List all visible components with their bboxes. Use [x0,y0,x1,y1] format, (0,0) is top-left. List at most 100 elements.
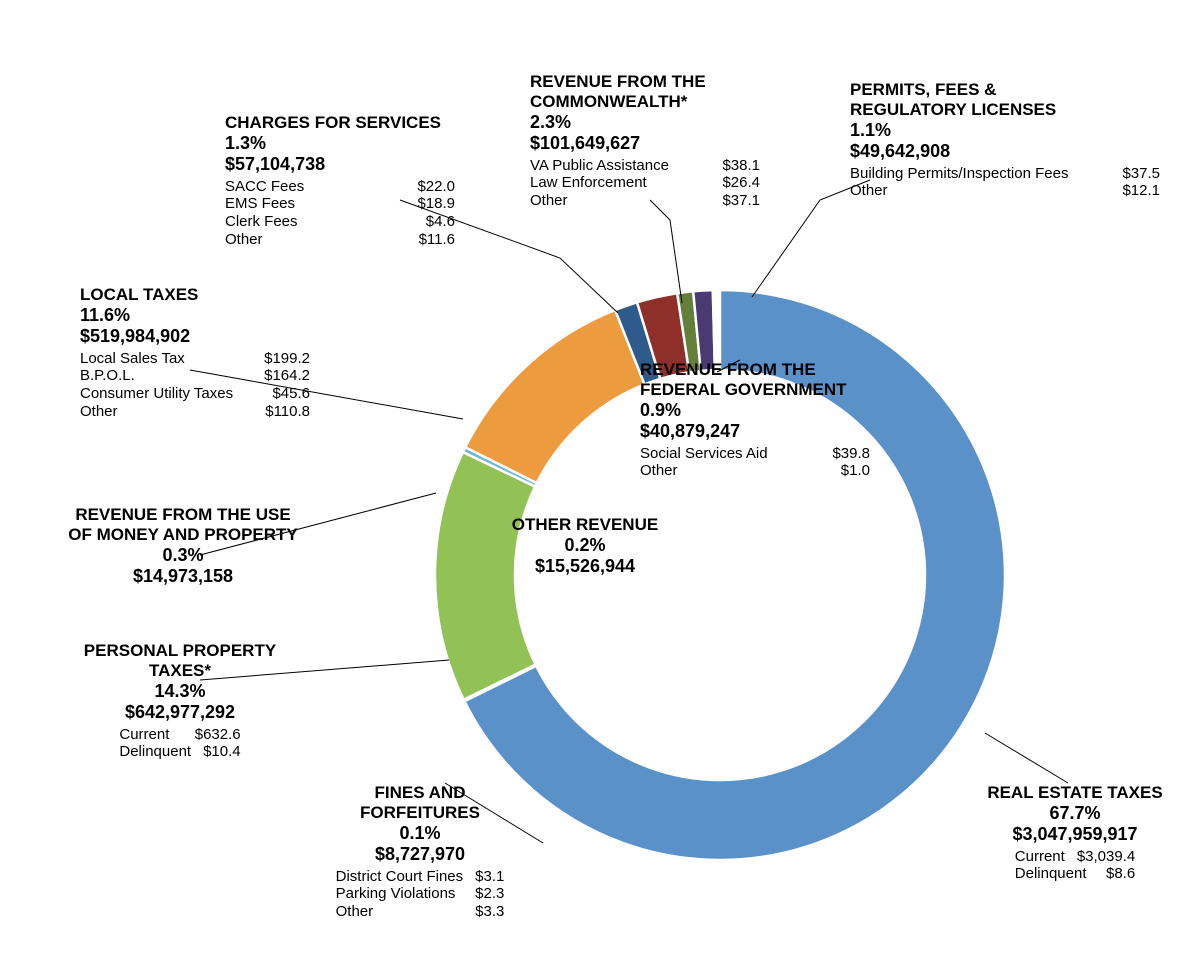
label-local_taxes: LOCAL TAXES11.6%$519,984,902 Local Sales … [80,285,310,420]
label-total: $642,977,292 [70,702,290,723]
detail-key: B.P.O.L. [80,367,135,385]
label-use_money: REVENUE FROM THE USEOF MONEY AND PROPERT… [58,505,308,588]
label-details: Social Services Aid$39.8Other $1.0 [640,445,870,480]
detail-val: $12.1 [1110,182,1160,200]
detail-key: Local Sales Tax [80,350,185,368]
detail-val: $3.3 [463,903,504,921]
slice-local_taxes [465,310,644,483]
label-title: OTHER REVENUE [500,515,670,535]
detail-val: $4.6 [414,213,455,231]
detail-key: Other [640,462,678,480]
label-other_rev: OTHER REVENUE0.2%$15,526,944 [500,515,670,578]
label-pct: 14.3% [70,681,290,702]
detail-key: Current [119,726,169,744]
label-total: $101,649,627 [530,133,760,154]
detail-key: Other [225,231,263,249]
label-pct: 0.1% [320,823,520,844]
detail-val: $164.2 [252,367,310,385]
detail-key: Consumer Utility Taxes [80,385,233,403]
label-details: VA Public Assistance$38.1Law Enforcement… [530,157,760,210]
detail-key: VA Public Assistance [530,157,669,175]
detail-row: Delinquent$8.6 [1015,865,1135,883]
detail-val: $8.6 [1094,865,1135,883]
label-details: Current$3,039.4Delinquent$8.6 [1015,848,1135,883]
label-details: SACC Fees$22.0EMS Fees$18.9Clerk Fees$4.… [225,178,455,249]
label-total: $14,973,158 [58,566,308,587]
detail-val: $2.3 [463,885,504,903]
label-title: FEDERAL GOVERNMENT [640,380,870,400]
detail-row: District Court Fines$3.1 [336,868,505,886]
detail-val: $22.0 [405,178,455,196]
detail-val: $37.1 [710,192,760,210]
detail-key: SACC Fees [225,178,304,196]
detail-key: Parking Violations [336,885,456,903]
detail-row: Other$37.1 [530,192,760,210]
label-real_estate: REAL ESTATE TAXES67.7%$3,047,959,917Curr… [965,783,1185,884]
label-details: Local Sales Tax$199.2B.P.O.L.$164.2Consu… [80,350,310,421]
detail-val: $1.0 [829,462,870,480]
label-title: REGULATORY LICENSES [850,100,1160,120]
detail-key: Building Permits/Inspection Fees [850,165,1068,183]
label-federal: REVENUE FROM THEFEDERAL GOVERNMENT0.9%$4… [640,360,870,480]
detail-row: SACC Fees $22.0 [225,178,455,196]
detail-key: Other [850,182,888,200]
detail-key: Law Enforcement [530,174,647,192]
detail-val: $11.6 [407,231,455,249]
detail-val: $26.4 [710,174,760,192]
detail-key: Social Services Aid [640,445,768,463]
detail-row: Other$110.8 [80,403,310,421]
label-details: Building Permits/Inspection Fees$37.5Oth… [850,165,1160,200]
detail-val: $632.6 [183,726,241,744]
label-title: REVENUE FROM THE USE [58,505,308,525]
detail-row: VA Public Assistance $38.1 [530,157,760,175]
detail-row: Current$3,039.4 [1015,848,1135,866]
detail-row: Law Enforcement $26.4 [530,174,760,192]
detail-val: $3,039.4 [1065,848,1135,866]
detail-row: Other $3.3 [336,903,505,921]
detail-row: Other $11.6 [225,231,455,249]
label-total: $8,727,970 [320,844,520,865]
label-title: LOCAL TAXES [80,285,310,305]
label-total: $3,047,959,917 [965,824,1185,845]
detail-key: Other [336,903,374,921]
detail-row: B.P.O.L. $164.2 [80,367,310,385]
label-total: $40,879,247 [640,421,870,442]
label-pct: 67.7% [965,803,1185,824]
detail-row: Consumer Utility Taxes$45.6 [80,385,310,403]
detail-val: $18.9 [405,195,455,213]
revenue-donut-figure: { "chart": { "type": "donut", "center": … [0,0,1200,971]
label-title: FINES AND [320,783,520,803]
leader-commonwealth [650,200,682,303]
label-title: PERSONAL PROPERTY [70,641,290,661]
label-total: $57,104,738 [225,154,455,175]
label-pct: 1.3% [225,133,455,154]
label-pct: 2.3% [530,112,760,133]
label-pct: 0.3% [58,545,308,566]
detail-val: $37.5 [1110,165,1160,183]
detail-val: $199.2 [252,350,310,368]
detail-row: Other $12.1 [850,182,1160,200]
label-total: $519,984,902 [80,326,310,347]
detail-row: Other $1.0 [640,462,870,480]
label-title: FORFEITURES [320,803,520,823]
label-pct: 11.6% [80,305,310,326]
detail-row: Social Services Aid$39.8 [640,445,870,463]
detail-val: $110.8 [253,403,310,421]
label-title: REVENUE FROM THE [640,360,870,380]
detail-key: EMS Fees [225,195,295,213]
detail-row: Parking Violations $2.3 [336,885,505,903]
slice-other_rev [713,290,718,370]
label-title: REVENUE FROM THE [530,72,760,92]
label-personal_prop: PERSONAL PROPERTYTAXES*14.3%$642,977,292… [70,641,290,762]
label-pct: 1.1% [850,120,1160,141]
detail-row: Current $632.6 [119,726,240,744]
label-permits: PERMITS, FEES &REGULATORY LICENSES1.1%$4… [850,80,1160,200]
detail-row: Building Permits/Inspection Fees $37.5 [850,165,1160,183]
label-total: $49,642,908 [850,141,1160,162]
label-commonwealth: REVENUE FROM THECOMMONWEALTH*2.3%$101,64… [530,72,760,210]
detail-val: $38.1 [710,157,760,175]
label-title: PERMITS, FEES & [850,80,1160,100]
detail-key: Delinquent [119,743,191,761]
detail-key: District Court Fines [336,868,464,886]
label-pct: 0.2% [500,535,670,556]
